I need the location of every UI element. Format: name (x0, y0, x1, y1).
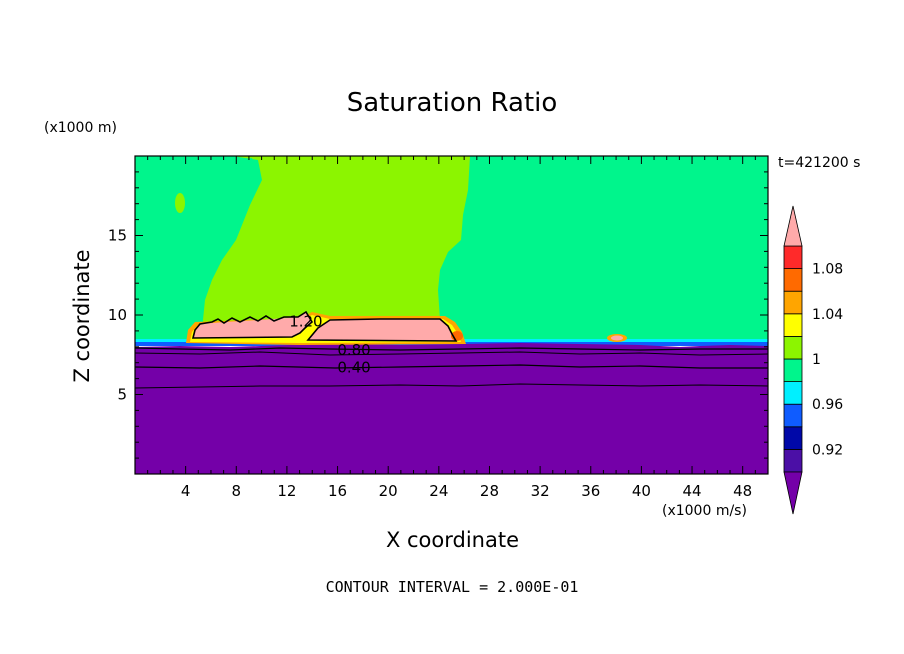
x-tick-label: 40 (632, 482, 651, 500)
y-axis-unit: (x1000 m) (44, 120, 117, 136)
x-tick-label: 16 (328, 482, 347, 500)
colorbar-label: 0.96 (812, 397, 843, 413)
region-cloud-layer-right (308, 319, 456, 341)
contour-label: 0.40 (337, 358, 370, 376)
contour-labels: 1.20 0.800.40 (289, 312, 371, 376)
colorbar-label: 1.04 (812, 307, 843, 323)
colorbar-swatch (783, 290, 803, 315)
x-tick-label: 12 (277, 482, 296, 500)
colorbar-swatch (783, 381, 803, 405)
x-axis-label: X coordinate (385, 528, 520, 552)
region-patch-pink (611, 335, 623, 341)
colorbar-swatch (783, 335, 803, 360)
contour-interval-note: CONTOUR INTERVAL = 2.000E-01 (325, 578, 579, 596)
x-tick-label: 32 (531, 482, 550, 500)
colorbar-swatch (783, 358, 803, 383)
plot-field (135, 156, 768, 474)
y-tick-label: 10 (108, 306, 127, 324)
colorbar-swatch (783, 245, 803, 270)
colorbar-swatch (783, 448, 803, 473)
x-tick-label: 4 (181, 482, 191, 500)
colorbar-over-arrow (783, 205, 803, 247)
x-tick-label: 20 (379, 482, 398, 500)
colorbar-swatch (783, 268, 803, 292)
x-axis-unit: (x1000 m/s) (662, 503, 747, 519)
colorbar-swatch (783, 426, 803, 450)
chart-title: Saturation Ratio (346, 88, 558, 118)
contour-0-80 (135, 347, 768, 351)
x-tick-label: 24 (429, 482, 448, 500)
time-label: t=421200 s (778, 155, 861, 171)
contour-0-20 (135, 383, 768, 389)
x-tick-label: 44 (682, 482, 701, 500)
contour-0-40 (135, 364, 768, 369)
colorbar-swatch (783, 403, 803, 428)
x-tick-label: 8 (232, 482, 242, 500)
contour-0-70 (135, 351, 768, 356)
region-patch-small (175, 193, 185, 213)
region-supersaturated-plume (203, 156, 470, 345)
contour-label: 1.20 (289, 312, 322, 330)
x-tick-label: 48 (733, 482, 752, 500)
y-tick-label: 5 (117, 386, 127, 404)
colorbar: 0.92 0.96 1 1.04 1.08 (783, 205, 843, 515)
colorbar-swatch (783, 313, 803, 337)
region-dry-lower-layer (135, 343, 768, 474)
colorbar-label: 0.92 (812, 442, 843, 458)
region-plume-gap (229, 158, 256, 192)
contour-1-20 (191, 310, 458, 342)
x-tick-label: 28 (480, 482, 499, 500)
y-tick-label: 15 (108, 227, 127, 245)
colorbar-under-arrow (783, 471, 803, 515)
x-tick-label: 36 (581, 482, 600, 500)
contour-label: 0.80 (337, 341, 370, 359)
colorbar-label: 1.08 (812, 262, 843, 278)
colorbar-label: 1 (812, 352, 821, 368)
